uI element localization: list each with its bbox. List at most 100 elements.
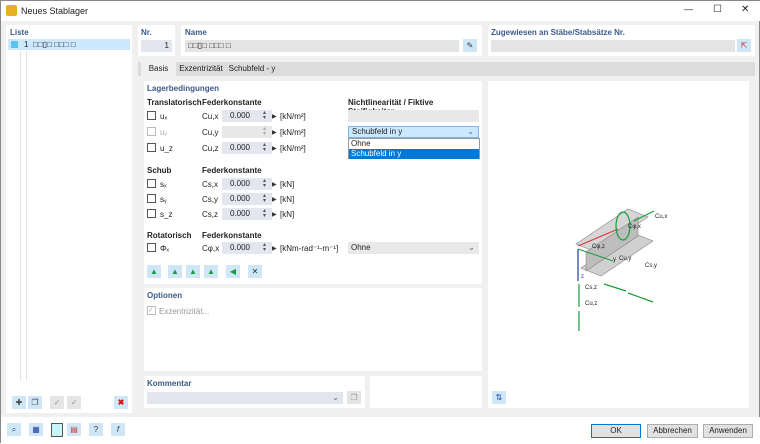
spinner-icon[interactable]: ▴ ▾ xyxy=(263,178,267,189)
comment-title: Kommentar xyxy=(147,379,192,388)
unit-label: [kNm-rad⁻¹-m⁻¹] xyxy=(280,244,339,253)
list-item-nr: 1 xyxy=(24,40,29,49)
const-label: Cφ,x xyxy=(202,244,220,253)
spinner-icon[interactable]: ▴ ▾ xyxy=(263,193,267,204)
const-label: Cu,z xyxy=(202,144,219,153)
assigned-field[interactable] xyxy=(491,40,735,52)
spinner-icon[interactable]: ▴ ▾ xyxy=(263,126,267,137)
help-icon[interactable]: ? xyxy=(89,423,103,436)
menu-arrow-icon[interactable]: ▶ xyxy=(272,246,277,252)
hinged-support-icon[interactable]: ▲ xyxy=(147,265,161,278)
rotational-header: Rotatorisch xyxy=(147,231,192,240)
list-item[interactable]: 1 □□▯□ □□□ □ xyxy=(8,39,130,50)
const-label: Cs,x xyxy=(202,180,218,189)
shear-input[interactable]: 0.000 xyxy=(222,193,272,205)
shear-input[interactable]: 0.000 xyxy=(222,208,272,220)
minimize-button[interactable]: — xyxy=(684,4,693,14)
close-button[interactable]: ✕ xyxy=(741,4,750,15)
name-field[interactable]: □□▯□ □□□ □ xyxy=(185,40,459,52)
formula-icon[interactable]: f xyxy=(111,423,125,436)
nonlinear-phix-dropdown[interactable]: Ohne ⌄ xyxy=(348,242,479,254)
dropdown-list: Ohne Schubfeld in y xyxy=(348,138,480,159)
select-members-icon[interactable]: ⇱ xyxy=(737,39,751,52)
ok-button[interactable]: OK xyxy=(591,424,641,438)
nonlinear-ux-dropdown[interactable] xyxy=(348,110,479,122)
nr-field[interactable]: 1 xyxy=(141,40,172,52)
app-icon xyxy=(6,5,17,16)
dof-label: sₓ xyxy=(160,180,167,189)
window-title: Neues Stablager xyxy=(21,6,89,16)
shear-checkbox[interactable] xyxy=(147,179,156,188)
eccentricity-checkbox[interactable]: ✓ xyxy=(147,306,156,315)
shear-checkbox[interactable] xyxy=(147,209,156,218)
ux-checkbox[interactable] xyxy=(147,111,156,120)
search-icon[interactable]: ⌕ xyxy=(7,423,21,436)
axis-label-z: z xyxy=(581,274,584,280)
tab-basis[interactable]: Basis xyxy=(141,62,176,76)
shear-checkbox[interactable] xyxy=(147,194,156,203)
roller-y-support-icon[interactable]: ▲ xyxy=(204,265,218,278)
uy-checkbox[interactable] xyxy=(147,127,156,136)
option-schubfeld[interactable]: Schubfeld in y xyxy=(349,149,479,159)
graphic-label: Cu,x xyxy=(655,214,668,220)
menu-arrow-icon[interactable]: ▶ xyxy=(272,114,277,120)
fixed-support-icon[interactable]: ◀ xyxy=(226,265,240,278)
unit-label: [kN/m²] xyxy=(280,128,306,137)
menu-arrow-icon[interactable]: ▶ xyxy=(272,130,277,136)
cuz-input[interactable]: 0.000 xyxy=(222,142,272,154)
copy-item-icon[interactable]: ❐ xyxy=(28,396,42,409)
spinner-icon[interactable]: ▴ ▾ xyxy=(263,242,267,253)
support-preview-graphic xyxy=(575,208,655,331)
units-icon[interactable]: ▦ xyxy=(29,423,43,436)
cancel-button[interactable]: Abbrechen xyxy=(647,424,698,438)
graphic-label: Cs,y xyxy=(645,263,657,269)
nonlinear-uy-dropdown[interactable]: Schubfeld in y ⌄ xyxy=(348,126,479,138)
color-swatch xyxy=(11,41,18,48)
cphix-input[interactable]: 0.000 xyxy=(222,242,272,254)
roller-support-icon[interactable]: ▲ xyxy=(168,265,182,278)
phix-checkbox[interactable] xyxy=(147,243,156,252)
new-item-icon[interactable]: ✚ xyxy=(12,396,26,409)
maximize-button[interactable]: ☐ xyxy=(713,4,722,15)
cuy-input[interactable] xyxy=(222,126,272,138)
const-label: Cu,x xyxy=(202,112,219,121)
edit-name-icon[interactable]: ✎ xyxy=(463,39,477,52)
chevron-down-icon: ⌄ xyxy=(468,243,475,252)
menu-arrow-icon[interactable]: ▶ xyxy=(272,146,277,152)
graphic-label: Cu,z xyxy=(585,301,598,307)
free-support-icon[interactable]: ✕ xyxy=(248,265,262,278)
roller-x-support-icon[interactable]: ▲ xyxy=(186,265,200,278)
spinner-icon[interactable]: ▴ ▾ xyxy=(263,208,267,219)
unit-label: [kN/m²] xyxy=(280,144,306,153)
option-ohne[interactable]: Ohne xyxy=(351,139,371,148)
menu-arrow-icon[interactable]: ▶ xyxy=(272,197,277,203)
uncheck-icon[interactable]: ✓ xyxy=(67,396,81,409)
tab-shear-panel[interactable]: Schubfeld - y xyxy=(226,62,278,76)
dof-label: s_z xyxy=(160,210,173,219)
comment-library-icon[interactable]: ❐ xyxy=(347,391,361,404)
comment-panel: Kommentar ⌄ ❐ xyxy=(144,376,365,408)
color-icon[interactable] xyxy=(51,423,63,437)
display-icon[interactable]: ▤ xyxy=(67,423,81,436)
comment-input[interactable]: ⌄ xyxy=(147,392,343,404)
spinner-icon[interactable]: ▴ ▾ xyxy=(263,142,267,153)
graphic-label: Cφ,z xyxy=(592,244,605,250)
check-all-icon[interactable]: ✓ xyxy=(50,396,64,409)
apply-button[interactable]: Anwenden xyxy=(703,424,753,438)
eccentricity-label: Exzentrizität... xyxy=(159,307,210,316)
cux-input[interactable]: 0.000 xyxy=(222,110,272,122)
uz-checkbox[interactable] xyxy=(147,143,156,152)
nr-panel: Nr. 1 xyxy=(138,25,175,56)
menu-arrow-icon[interactable]: ▶ xyxy=(272,212,277,218)
const-label: Cu,y xyxy=(202,128,219,137)
support-title: Lagerbedingungen xyxy=(147,84,219,93)
menu-arrow-icon[interactable]: ▶ xyxy=(272,182,277,188)
delete-icon[interactable]: ✖ xyxy=(114,396,128,409)
view-options-icon[interactable]: ⇅ xyxy=(492,391,506,404)
tab-eccentricity[interactable]: Exzentrizität xyxy=(177,62,225,76)
chevron-down-icon: ⌄ xyxy=(467,127,474,136)
unit-label: [kN] xyxy=(280,180,295,189)
spring-header: Federkonstante xyxy=(202,98,262,107)
shear-input[interactable]: 0.000 xyxy=(222,178,272,190)
spinner-icon[interactable]: ▴ ▾ xyxy=(263,110,267,121)
